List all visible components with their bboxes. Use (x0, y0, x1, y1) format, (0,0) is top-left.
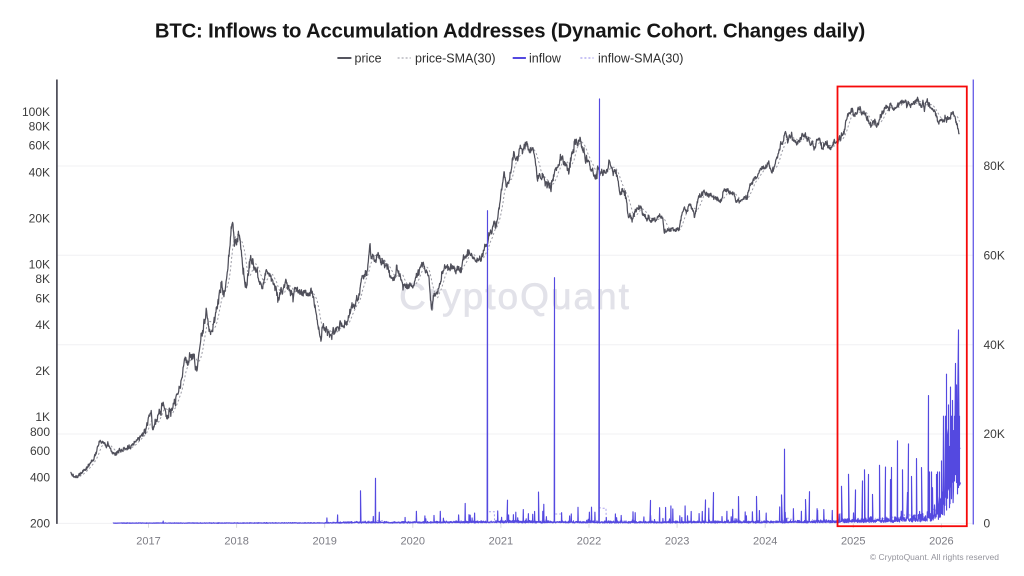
svg-text:60K: 60K (29, 139, 50, 153)
svg-text:2019: 2019 (312, 535, 336, 547)
svg-text:8K: 8K (35, 272, 50, 286)
svg-text:40K: 40K (984, 338, 1005, 352)
svg-text:600: 600 (30, 444, 50, 458)
svg-text:2024: 2024 (753, 535, 777, 547)
svg-text:price-SMA(30): price-SMA(30) (415, 51, 496, 65)
svg-text:2017: 2017 (136, 535, 160, 547)
svg-text:10K: 10K (29, 257, 50, 271)
svg-text:inflow: inflow (529, 51, 562, 65)
svg-text:2020: 2020 (401, 535, 425, 547)
svg-text:800: 800 (30, 425, 50, 439)
svg-text:2025: 2025 (841, 535, 865, 547)
svg-text:6K: 6K (35, 291, 50, 305)
svg-text:20K: 20K (984, 427, 1005, 441)
svg-text:80K: 80K (29, 120, 50, 134)
svg-text:60K: 60K (984, 249, 1005, 263)
svg-text:4K: 4K (35, 318, 50, 332)
svg-text:20K: 20K (29, 212, 50, 226)
svg-text:1K: 1K (35, 410, 50, 424)
svg-text:2K: 2K (35, 364, 50, 378)
svg-text:400: 400 (30, 471, 50, 485)
svg-text:2018: 2018 (224, 535, 248, 547)
svg-text:2021: 2021 (489, 535, 513, 547)
svg-text:0: 0 (984, 517, 991, 531)
svg-text:inflow-SMA(30): inflow-SMA(30) (598, 51, 683, 65)
svg-text:BTC: Inflows to Accumulation A: BTC: Inflows to Accumulation Addresses (… (155, 21, 865, 43)
svg-text:2026: 2026 (929, 535, 953, 547)
svg-text:CryptoQuant: CryptoQuant (399, 276, 631, 317)
svg-text:price: price (355, 51, 382, 65)
svg-text:100K: 100K (22, 105, 50, 119)
svg-text:200: 200 (30, 517, 50, 531)
svg-text:© CryptoQuant. All rights rese: © CryptoQuant. All rights reserved (870, 552, 999, 562)
svg-text:2022: 2022 (577, 535, 601, 547)
svg-text:40K: 40K (29, 166, 50, 180)
svg-text:2023: 2023 (665, 535, 689, 547)
svg-text:80K: 80K (984, 159, 1005, 173)
